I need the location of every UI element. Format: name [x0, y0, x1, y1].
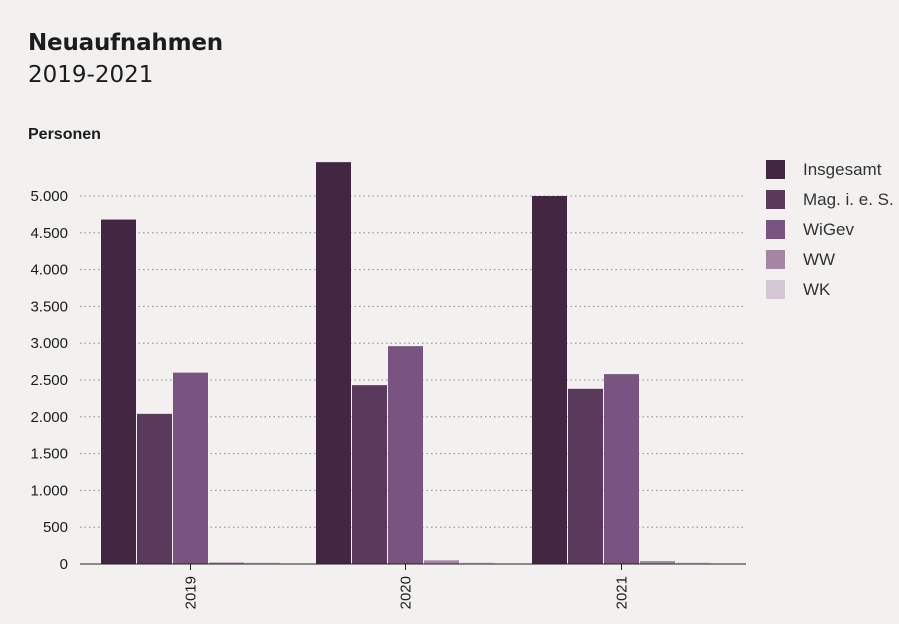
x-tick-label: 2021 [614, 576, 631, 609]
x-tick-label: 2020 [398, 576, 415, 609]
y-tick-label: 2.500 [30, 372, 68, 389]
bar-ww-2021 [640, 561, 675, 564]
y-tick-label: 500 [43, 519, 68, 536]
y-tick-label: 2.000 [30, 409, 68, 426]
bar-insgesamt-2020 [316, 162, 351, 565]
bar-ww-2019 [209, 562, 244, 564]
bar-mag-i-e-s-2019 [137, 413, 172, 564]
bar-wk-2019 [245, 562, 280, 564]
y-axis-ticks: 0 500 1.000 1.500 2.000 2.500 3.000 3.500 4.000 4… [30, 188, 68, 573]
bars [101, 162, 711, 565]
bar-insgesamt-2019 [101, 219, 136, 564]
legend-label: WW [803, 250, 835, 269]
y-tick-label: 0 [60, 556, 68, 573]
legend-swatch [766, 160, 785, 179]
chart-title: Neuaufnahmen [28, 30, 223, 56]
legend-swatch [766, 220, 785, 239]
bar-ww-2020 [424, 560, 459, 564]
bar-wk-2021 [676, 562, 711, 564]
legend-swatch [766, 250, 785, 269]
legend-swatch [766, 190, 785, 209]
y-tick-label: 1.000 [30, 482, 68, 499]
y-tick-label: 4.500 [30, 225, 68, 242]
x-tick-label: 2019 [183, 576, 200, 609]
bar-wigev-2021 [604, 374, 639, 564]
y-axis-label: Personen [28, 126, 101, 143]
bar-wigev-2020 [388, 346, 423, 564]
y-tick-label: 4.000 [30, 262, 68, 279]
bar-wigev-2019 [173, 372, 208, 564]
y-tick-label: 5.000 [30, 188, 68, 205]
legend-label: Mag. i. e. S. [803, 190, 894, 209]
legend-label: WiGev [803, 220, 855, 239]
legend-label: Insgesamt [803, 160, 882, 179]
legend-swatch [766, 280, 785, 299]
bar-wk-2020 [460, 562, 495, 564]
x-axis-ticks: 2019 2020 2021 [183, 564, 631, 609]
bar-mag-i-e-s-2020 [352, 385, 387, 564]
y-tick-label: 3.000 [30, 335, 68, 352]
chart-subtitle: 2019-2021 [28, 62, 154, 88]
legend: Insgesamt Mag. i. e. S. WiGev WW WK [766, 160, 894, 299]
legend-label: WK [803, 280, 831, 299]
y-tick-label: 1.500 [30, 446, 68, 463]
bar-mag-i-e-s-2021 [568, 388, 603, 564]
y-tick-label: 3.500 [30, 298, 68, 315]
bar-insgesamt-2021 [532, 196, 567, 564]
